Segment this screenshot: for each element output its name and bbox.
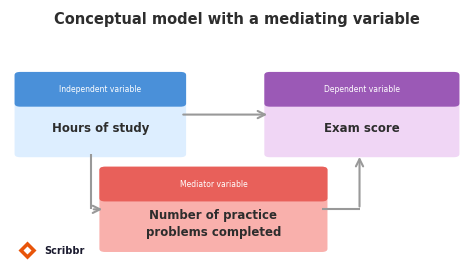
Text: Dependent variable: Dependent variable <box>324 85 400 94</box>
Bar <box>270 91 454 103</box>
FancyBboxPatch shape <box>100 167 328 252</box>
FancyBboxPatch shape <box>100 167 328 201</box>
Text: Scribbr: Scribbr <box>44 246 84 256</box>
Text: Exam score: Exam score <box>324 122 400 135</box>
Text: Hours of study: Hours of study <box>52 122 149 135</box>
Text: Mediator variable: Mediator variable <box>180 180 247 189</box>
FancyBboxPatch shape <box>15 72 186 107</box>
Bar <box>20 91 181 103</box>
FancyBboxPatch shape <box>264 72 459 157</box>
FancyBboxPatch shape <box>264 72 459 107</box>
Bar <box>105 185 322 198</box>
Text: Conceptual model with a mediating variable: Conceptual model with a mediating variab… <box>54 12 420 27</box>
Text: Independent variable: Independent variable <box>59 85 141 94</box>
Text: Number of practice
problems completed: Number of practice problems completed <box>146 209 281 239</box>
FancyBboxPatch shape <box>15 72 186 157</box>
